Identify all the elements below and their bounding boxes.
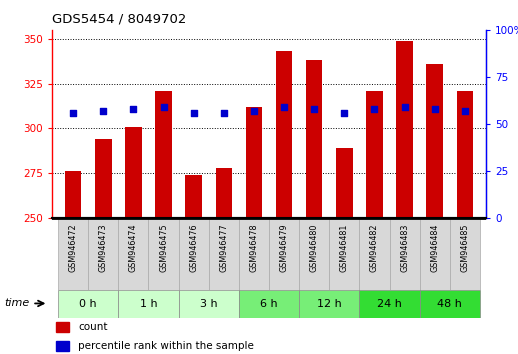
- Bar: [95, 139, 111, 218]
- Bar: [118, 218, 149, 290]
- Bar: [58, 218, 88, 290]
- Text: GSM946480: GSM946480: [310, 224, 319, 272]
- Text: GSM946478: GSM946478: [250, 224, 258, 272]
- Text: 3 h: 3 h: [200, 299, 218, 309]
- Bar: [118, 290, 179, 318]
- Text: percentile rank within the sample: percentile rank within the sample: [78, 341, 254, 351]
- Bar: [239, 218, 269, 290]
- Text: count: count: [78, 322, 108, 332]
- Bar: [299, 218, 329, 290]
- Bar: [456, 91, 473, 218]
- Point: [340, 110, 349, 115]
- Point: [461, 108, 469, 114]
- Point: [160, 104, 168, 110]
- Text: GSM946481: GSM946481: [340, 224, 349, 272]
- Bar: [359, 290, 420, 318]
- Text: GSM946474: GSM946474: [129, 224, 138, 272]
- Point: [400, 104, 409, 110]
- Bar: [155, 91, 172, 218]
- Bar: [56, 321, 69, 332]
- Bar: [56, 341, 69, 351]
- Bar: [420, 218, 450, 290]
- Text: 0 h: 0 h: [79, 299, 97, 309]
- Text: GSM946477: GSM946477: [219, 224, 228, 272]
- Bar: [65, 171, 81, 218]
- Bar: [185, 175, 202, 218]
- Text: GSM946476: GSM946476: [189, 224, 198, 272]
- Text: GSM946482: GSM946482: [370, 224, 379, 272]
- Bar: [366, 91, 383, 218]
- Bar: [269, 218, 299, 290]
- Bar: [88, 218, 118, 290]
- Text: GSM946483: GSM946483: [400, 224, 409, 272]
- Bar: [299, 290, 359, 318]
- Bar: [215, 168, 232, 218]
- Bar: [390, 218, 420, 290]
- Bar: [450, 218, 480, 290]
- Point: [370, 106, 379, 112]
- Bar: [149, 218, 179, 290]
- Text: GSM946479: GSM946479: [280, 224, 289, 272]
- Bar: [58, 290, 118, 318]
- Text: 1 h: 1 h: [140, 299, 157, 309]
- Point: [69, 110, 77, 115]
- Point: [99, 108, 107, 114]
- Bar: [329, 218, 359, 290]
- Text: time: time: [4, 298, 30, 308]
- Bar: [420, 290, 480, 318]
- Point: [310, 106, 319, 112]
- Bar: [125, 127, 141, 218]
- Bar: [359, 218, 390, 290]
- Point: [430, 106, 439, 112]
- Bar: [426, 64, 443, 218]
- Text: 6 h: 6 h: [260, 299, 278, 309]
- Text: GDS5454 / 8049702: GDS5454 / 8049702: [52, 13, 186, 26]
- Point: [220, 110, 228, 115]
- Bar: [239, 290, 299, 318]
- Bar: [179, 218, 209, 290]
- Bar: [179, 290, 239, 318]
- Point: [280, 104, 288, 110]
- Text: GSM946484: GSM946484: [430, 224, 439, 272]
- Text: GSM946473: GSM946473: [99, 224, 108, 272]
- Bar: [209, 218, 239, 290]
- Bar: [336, 148, 353, 218]
- Text: GSM946475: GSM946475: [159, 224, 168, 272]
- Text: 24 h: 24 h: [377, 299, 402, 309]
- Bar: [396, 41, 413, 218]
- Text: 12 h: 12 h: [317, 299, 342, 309]
- Bar: [246, 107, 262, 218]
- Point: [129, 106, 137, 112]
- Point: [190, 110, 198, 115]
- Text: GSM946485: GSM946485: [461, 224, 469, 272]
- Text: 48 h: 48 h: [437, 299, 462, 309]
- Text: GSM946472: GSM946472: [68, 224, 78, 272]
- Bar: [276, 51, 292, 218]
- Bar: [306, 61, 323, 218]
- Point: [250, 108, 258, 114]
